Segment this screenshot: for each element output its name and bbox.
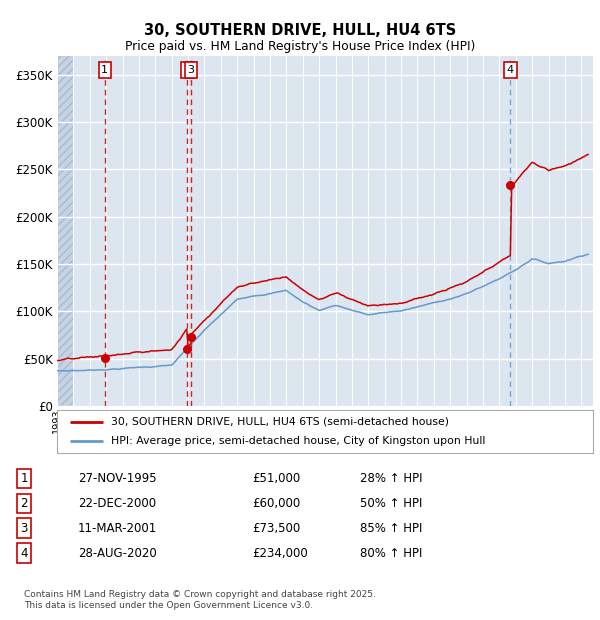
- Text: £51,000: £51,000: [252, 472, 300, 485]
- Text: Contains HM Land Registry data © Crown copyright and database right 2025.
This d: Contains HM Land Registry data © Crown c…: [24, 590, 376, 609]
- Text: 4: 4: [507, 65, 514, 75]
- Text: 3: 3: [187, 65, 194, 75]
- Text: £60,000: £60,000: [252, 497, 300, 510]
- Text: 28% ↑ HPI: 28% ↑ HPI: [360, 472, 422, 485]
- Text: 3: 3: [20, 522, 28, 534]
- Text: 22-DEC-2000: 22-DEC-2000: [78, 497, 156, 510]
- Text: £73,500: £73,500: [252, 522, 300, 534]
- Text: 30, SOUTHERN DRIVE, HULL, HU4 6TS: 30, SOUTHERN DRIVE, HULL, HU4 6TS: [144, 23, 456, 38]
- Text: 4: 4: [20, 547, 28, 559]
- Text: 2: 2: [184, 65, 191, 75]
- Text: 28-AUG-2020: 28-AUG-2020: [78, 547, 157, 559]
- Text: 30, SOUTHERN DRIVE, HULL, HU4 6TS (semi-detached house): 30, SOUTHERN DRIVE, HULL, HU4 6TS (semi-…: [110, 417, 449, 427]
- Text: 80% ↑ HPI: 80% ↑ HPI: [360, 547, 422, 559]
- Text: Price paid vs. HM Land Registry's House Price Index (HPI): Price paid vs. HM Land Registry's House …: [125, 40, 475, 53]
- Text: 11-MAR-2001: 11-MAR-2001: [78, 522, 157, 534]
- Text: 50% ↑ HPI: 50% ↑ HPI: [360, 497, 422, 510]
- Text: 27-NOV-1995: 27-NOV-1995: [78, 472, 157, 485]
- Text: 1: 1: [20, 472, 28, 485]
- Text: HPI: Average price, semi-detached house, City of Kingston upon Hull: HPI: Average price, semi-detached house,…: [110, 436, 485, 446]
- Text: 2: 2: [20, 497, 28, 510]
- Text: 1: 1: [101, 65, 108, 75]
- Bar: [57, 56, 73, 406]
- Text: 85% ↑ HPI: 85% ↑ HPI: [360, 522, 422, 534]
- Text: £234,000: £234,000: [252, 547, 308, 559]
